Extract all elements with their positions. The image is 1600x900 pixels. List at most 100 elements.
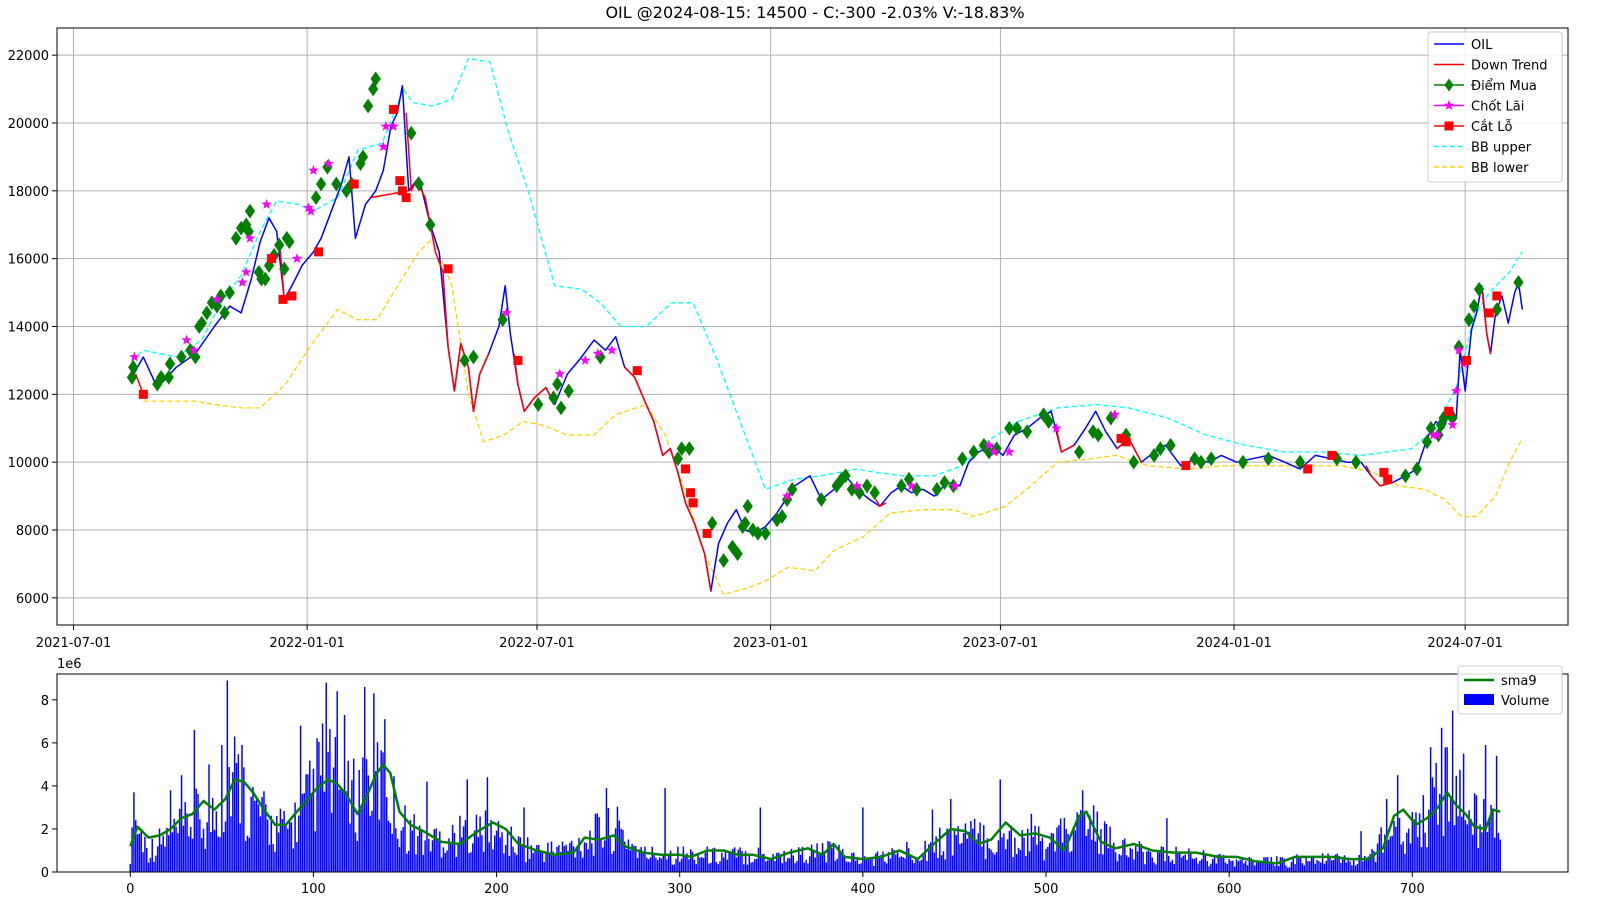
volume-bar bbox=[470, 852, 472, 872]
volume-bar bbox=[1332, 859, 1335, 872]
volume-bar bbox=[356, 840, 359, 872]
volume-bar bbox=[1166, 818, 1168, 872]
volume-bar bbox=[362, 757, 364, 872]
volume-bar bbox=[182, 825, 185, 872]
price-axis-ticks: 6000 8000 10000 12000 14000 16000 18000 20000 22… bbox=[8, 49, 1503, 651]
volume-bar bbox=[796, 861, 798, 872]
volume-bar bbox=[596, 813, 599, 872]
volume-bar bbox=[1233, 866, 1236, 872]
volume-bar bbox=[657, 860, 659, 872]
buy-marker bbox=[244, 203, 256, 219]
volume-bar bbox=[1257, 861, 1260, 872]
volume-bar bbox=[1268, 862, 1271, 872]
buy-marker bbox=[1093, 427, 1104, 443]
y-tick-label: 16000 bbox=[8, 253, 49, 268]
volume-bar bbox=[561, 841, 564, 872]
volume-bar bbox=[766, 860, 769, 872]
volume-bar bbox=[1017, 847, 1020, 872]
stop-loss-marker bbox=[1444, 406, 1454, 416]
volume-bar bbox=[1048, 842, 1051, 872]
volume-bar bbox=[1202, 850, 1205, 872]
chart-title: OIL @2024-08-15: 14500 - C:-300 -2.03% V… bbox=[605, 3, 1024, 22]
volume-bar bbox=[330, 812, 333, 872]
volume-bar bbox=[598, 817, 600, 872]
volume-bar bbox=[228, 767, 230, 872]
sma9-path bbox=[129, 763, 1501, 865]
volume-bar bbox=[975, 839, 978, 872]
take-profit-marker bbox=[1004, 446, 1015, 457]
volume-bar bbox=[902, 857, 904, 872]
volume-bar bbox=[1417, 837, 1419, 872]
volume-bar bbox=[792, 855, 795, 872]
volume-bar bbox=[1061, 842, 1064, 872]
volume-bar bbox=[966, 838, 968, 872]
volume-bar bbox=[521, 844, 523, 872]
volume-bar bbox=[869, 859, 871, 872]
volume-bar bbox=[389, 823, 392, 872]
volume-bar bbox=[1131, 848, 1133, 872]
volume-bar bbox=[735, 857, 738, 872]
volume-bar bbox=[265, 804, 267, 872]
volume-bar bbox=[213, 829, 216, 872]
volume-bar bbox=[622, 830, 624, 872]
volume-bar bbox=[717, 864, 719, 872]
volume-bar bbox=[1147, 850, 1150, 872]
volume-bar bbox=[1429, 747, 1432, 872]
volume-bar bbox=[732, 848, 734, 872]
buy-marker bbox=[1165, 437, 1176, 453]
x-tick-label: 2021-07-01 bbox=[36, 636, 112, 651]
volume-bar bbox=[873, 866, 875, 872]
volume-bar bbox=[691, 851, 694, 872]
volume-bar bbox=[611, 853, 613, 872]
volume-bar bbox=[1171, 859, 1174, 872]
volume-bar bbox=[743, 864, 745, 872]
buy-marker bbox=[555, 400, 567, 416]
volume-bar bbox=[252, 786, 254, 872]
volume-bar bbox=[832, 845, 835, 872]
volume-bar bbox=[217, 836, 219, 872]
volume-bar bbox=[924, 840, 926, 872]
x-tick-label: 2022-01-01 bbox=[269, 636, 345, 651]
volume-bar bbox=[984, 859, 987, 872]
volume-bar bbox=[1365, 857, 1368, 872]
volume-bar bbox=[915, 858, 917, 872]
volume-bar bbox=[647, 859, 650, 872]
volume-bar bbox=[838, 844, 840, 872]
volume-bar bbox=[605, 788, 608, 872]
buy-marker bbox=[201, 305, 212, 321]
volume-bar bbox=[715, 861, 718, 872]
volume-bar bbox=[1221, 855, 1223, 872]
volume-bar bbox=[294, 802, 296, 872]
y-tick-label: 10000 bbox=[8, 456, 49, 471]
volume-bar bbox=[581, 857, 584, 872]
volume-bar bbox=[1296, 854, 1298, 872]
volume-bar bbox=[1244, 861, 1247, 872]
volume-bar bbox=[1444, 747, 1447, 872]
buy-marker bbox=[331, 176, 342, 192]
buy-marker bbox=[362, 98, 374, 114]
volume-bar bbox=[831, 848, 833, 872]
volume-bar bbox=[994, 854, 996, 872]
buy-marker bbox=[896, 478, 907, 494]
volume-bar bbox=[574, 857, 577, 872]
volume-bar bbox=[1094, 841, 1097, 872]
volume-bar bbox=[1230, 860, 1232, 872]
volume-bar bbox=[739, 847, 741, 872]
volume-bar bbox=[697, 854, 699, 872]
volume-bar bbox=[171, 832, 174, 872]
volume-bar bbox=[730, 852, 732, 872]
volume-bar bbox=[200, 838, 203, 872]
volume-bar bbox=[254, 800, 256, 872]
volume-bar bbox=[1301, 863, 1304, 872]
volume-bar bbox=[537, 844, 540, 872]
buy-marker bbox=[1237, 454, 1249, 470]
volume-bar bbox=[354, 832, 357, 872]
volume-bar bbox=[444, 852, 447, 872]
volume-bar bbox=[929, 842, 932, 872]
volume-bar bbox=[852, 852, 855, 872]
volume-bar bbox=[543, 862, 545, 872]
stop-loss-marker bbox=[513, 355, 523, 365]
take-profit-marker bbox=[1432, 429, 1443, 440]
volume-bar bbox=[378, 819, 381, 872]
